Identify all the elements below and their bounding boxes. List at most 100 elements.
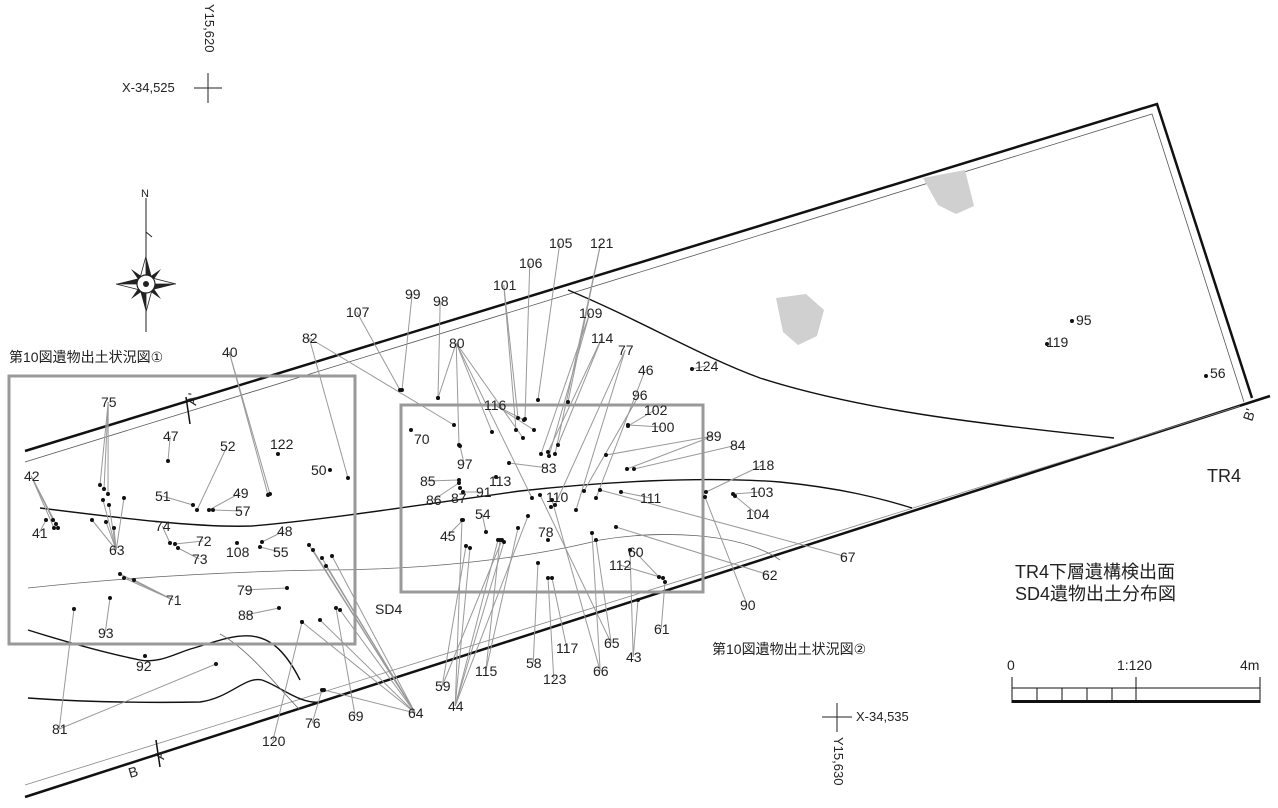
find-label-73: 73: [192, 551, 208, 567]
find-point-90: [703, 495, 707, 499]
find-label-47: 47: [163, 428, 179, 444]
leader-line-96: [584, 395, 639, 491]
find-label-116: 116: [484, 397, 507, 413]
find-point-121-1: [553, 452, 557, 456]
leader-line-99: [402, 294, 412, 390]
leader-line-44: [455, 520, 462, 706]
leader-line-120: [273, 622, 302, 741]
leader-line-66: [592, 533, 600, 671]
find-point-67: [598, 488, 602, 492]
find-point-105: [536, 398, 540, 402]
north-label: N: [141, 188, 149, 200]
find-point-107: [398, 388, 402, 392]
leader-line-52: [197, 446, 227, 510]
find-label-57: 57: [235, 503, 251, 519]
find-label-104: 104: [746, 506, 770, 522]
find-point-54: [484, 530, 488, 534]
find-label-71: 71: [166, 592, 182, 608]
trench-label-tr4: TR4: [1207, 466, 1241, 486]
find-point-63-6: [122, 496, 126, 500]
find-label-70: 70: [414, 431, 430, 447]
compass-rose-icon: [116, 256, 176, 312]
grid-y-bottom: Y15,630: [831, 737, 846, 785]
find-point-44-1: [468, 546, 472, 550]
find-label-85: 85: [420, 473, 436, 489]
find-point-64-8: [338, 608, 342, 612]
find-point-69: [334, 606, 338, 610]
find-point-89-2: [625, 467, 629, 471]
find-point-71-1: [118, 572, 122, 576]
scale-end: 4m: [1240, 657, 1259, 673]
find-point-72: [173, 542, 177, 546]
map-title-line-1: TR4下層遺構検出面: [1015, 562, 1175, 582]
scale-bar: 0 1:120 4m: [1007, 657, 1260, 703]
leader-line-40: [229, 352, 270, 494]
find-point-73: [176, 546, 180, 550]
leader-line-80: [456, 343, 459, 445]
find-point-62: [614, 525, 618, 529]
find-label-66: 66: [593, 663, 609, 679]
find-label-43: 43: [626, 649, 642, 665]
find-label-41: 41: [32, 525, 48, 541]
find-point-97: [458, 444, 462, 448]
find-label-61: 61: [654, 621, 670, 637]
find-point-43-1: [636, 598, 640, 602]
find-point-75-2: [102, 487, 106, 491]
leader-line-98: [438, 301, 440, 398]
find-point-96: [582, 489, 586, 493]
find-label-114: 114: [591, 330, 614, 346]
find-point-118: [704, 490, 708, 494]
find-point-48: [260, 540, 264, 544]
find-label-42: 42: [24, 468, 40, 484]
find-point-42-1: [51, 518, 55, 522]
leader-line-84: [634, 445, 737, 469]
find-label-63: 63: [109, 542, 125, 558]
leader-line-90: [705, 497, 747, 605]
find-label-52: 52: [220, 438, 236, 454]
find-point-81-1: [72, 607, 76, 611]
find-point-76: [320, 688, 324, 692]
find-point-42-4: [52, 526, 56, 530]
find-point-115-2: [516, 526, 520, 530]
leader-line-64: [332, 556, 415, 713]
find-label-93: 93: [98, 625, 114, 641]
find-label-67: 67: [840, 549, 856, 565]
find-label-86: 86: [426, 492, 442, 508]
find-point-42-3: [56, 526, 60, 530]
find-point-101-1: [514, 428, 518, 432]
find-point-64-2: [311, 548, 315, 552]
find-point-120: [300, 620, 304, 624]
find-label-64: 64: [408, 705, 424, 721]
grid-y-top: Y15,620: [202, 4, 217, 52]
find-point-57: [211, 508, 215, 512]
leader-line-114: [558, 338, 602, 445]
find-label-123: 123: [543, 671, 567, 687]
find-label-124: 124: [695, 358, 719, 374]
find-label-56: 56: [1210, 365, 1226, 381]
find-point-61: [663, 580, 667, 584]
find-point-52: [195, 508, 199, 512]
find-label-83: 83: [541, 460, 557, 476]
find-label-77: 77: [618, 342, 634, 358]
find-point-70: [409, 428, 413, 432]
find-point-63-5: [112, 526, 116, 530]
leader-line-106: [525, 263, 530, 419]
find-label-96: 96: [632, 387, 648, 403]
find-point-123: [546, 576, 550, 580]
find-point-47: [166, 459, 170, 463]
find-point-115-1: [498, 538, 502, 542]
find-point-93: [108, 596, 112, 600]
find-point-109-2: [547, 454, 551, 458]
find-point-63-1: [90, 518, 94, 522]
find-points: 4041424344454647484950515254555657585960…: [24, 235, 1226, 749]
find-point-63-3: [104, 520, 108, 524]
find-point-80-5: [530, 496, 534, 500]
find-label-119: 119: [1046, 334, 1069, 350]
find-label-54: 54: [475, 506, 491, 522]
find-label-80: 80: [449, 335, 465, 351]
find-label-109: 109: [579, 305, 603, 321]
figure-box-2-caption: 第10図遺物出土状況図②: [712, 641, 866, 657]
find-point-84: [632, 467, 636, 471]
